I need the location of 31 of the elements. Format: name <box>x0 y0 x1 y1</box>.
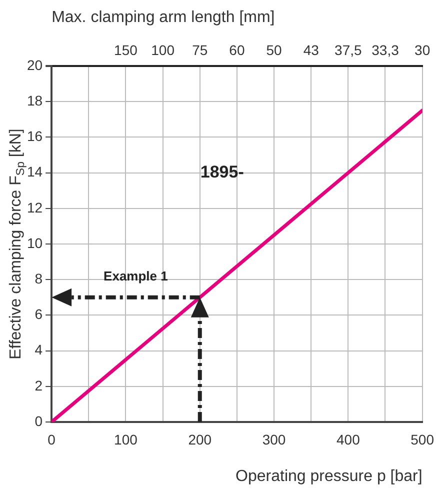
text: 50 <box>266 42 282 58</box>
text: 30 <box>414 42 430 58</box>
x-axis-title: Operating pressure p [bar] <box>236 468 422 485</box>
y-tick-label: 2 <box>34 377 43 394</box>
y-tick-label: 20 <box>26 56 43 73</box>
text: 43 <box>303 42 320 58</box>
text: 75 <box>192 42 208 58</box>
x-tick-label: 100 <box>114 431 138 448</box>
x-tick-label: 500 <box>410 431 434 448</box>
x-tick-label: 400 <box>336 431 360 448</box>
y-axis-title: Effective clamping force FSp [kN] <box>7 128 27 360</box>
y-tick-label: 10 <box>26 234 43 251</box>
x2-axis-title: Max. clamping arm length [mm] <box>52 9 275 26</box>
text: 150 <box>114 42 138 58</box>
annotation: Example 1 <box>104 268 168 284</box>
y-tick-label: 4 <box>34 342 43 358</box>
annotation: 1895- <box>200 162 244 182</box>
text: 33,3 <box>372 42 400 58</box>
y-tick-label: 8 <box>34 270 43 286</box>
y-tick-label: 12 <box>26 199 43 216</box>
y-tick-label: 6 <box>34 306 43 322</box>
text: 37,5 <box>334 42 362 58</box>
y-tick-label: 14 <box>26 164 43 180</box>
y-tick-label: 18 <box>26 92 43 108</box>
text: 100 <box>151 42 175 58</box>
x-tick-label: 200 <box>188 431 212 448</box>
text: 60 <box>229 42 245 58</box>
y-tick-label: 0 <box>34 412 43 429</box>
x-tick-label: 300 <box>262 431 286 448</box>
x-tick-label: 0 <box>48 431 56 448</box>
y-tick-label: 16 <box>26 128 43 144</box>
